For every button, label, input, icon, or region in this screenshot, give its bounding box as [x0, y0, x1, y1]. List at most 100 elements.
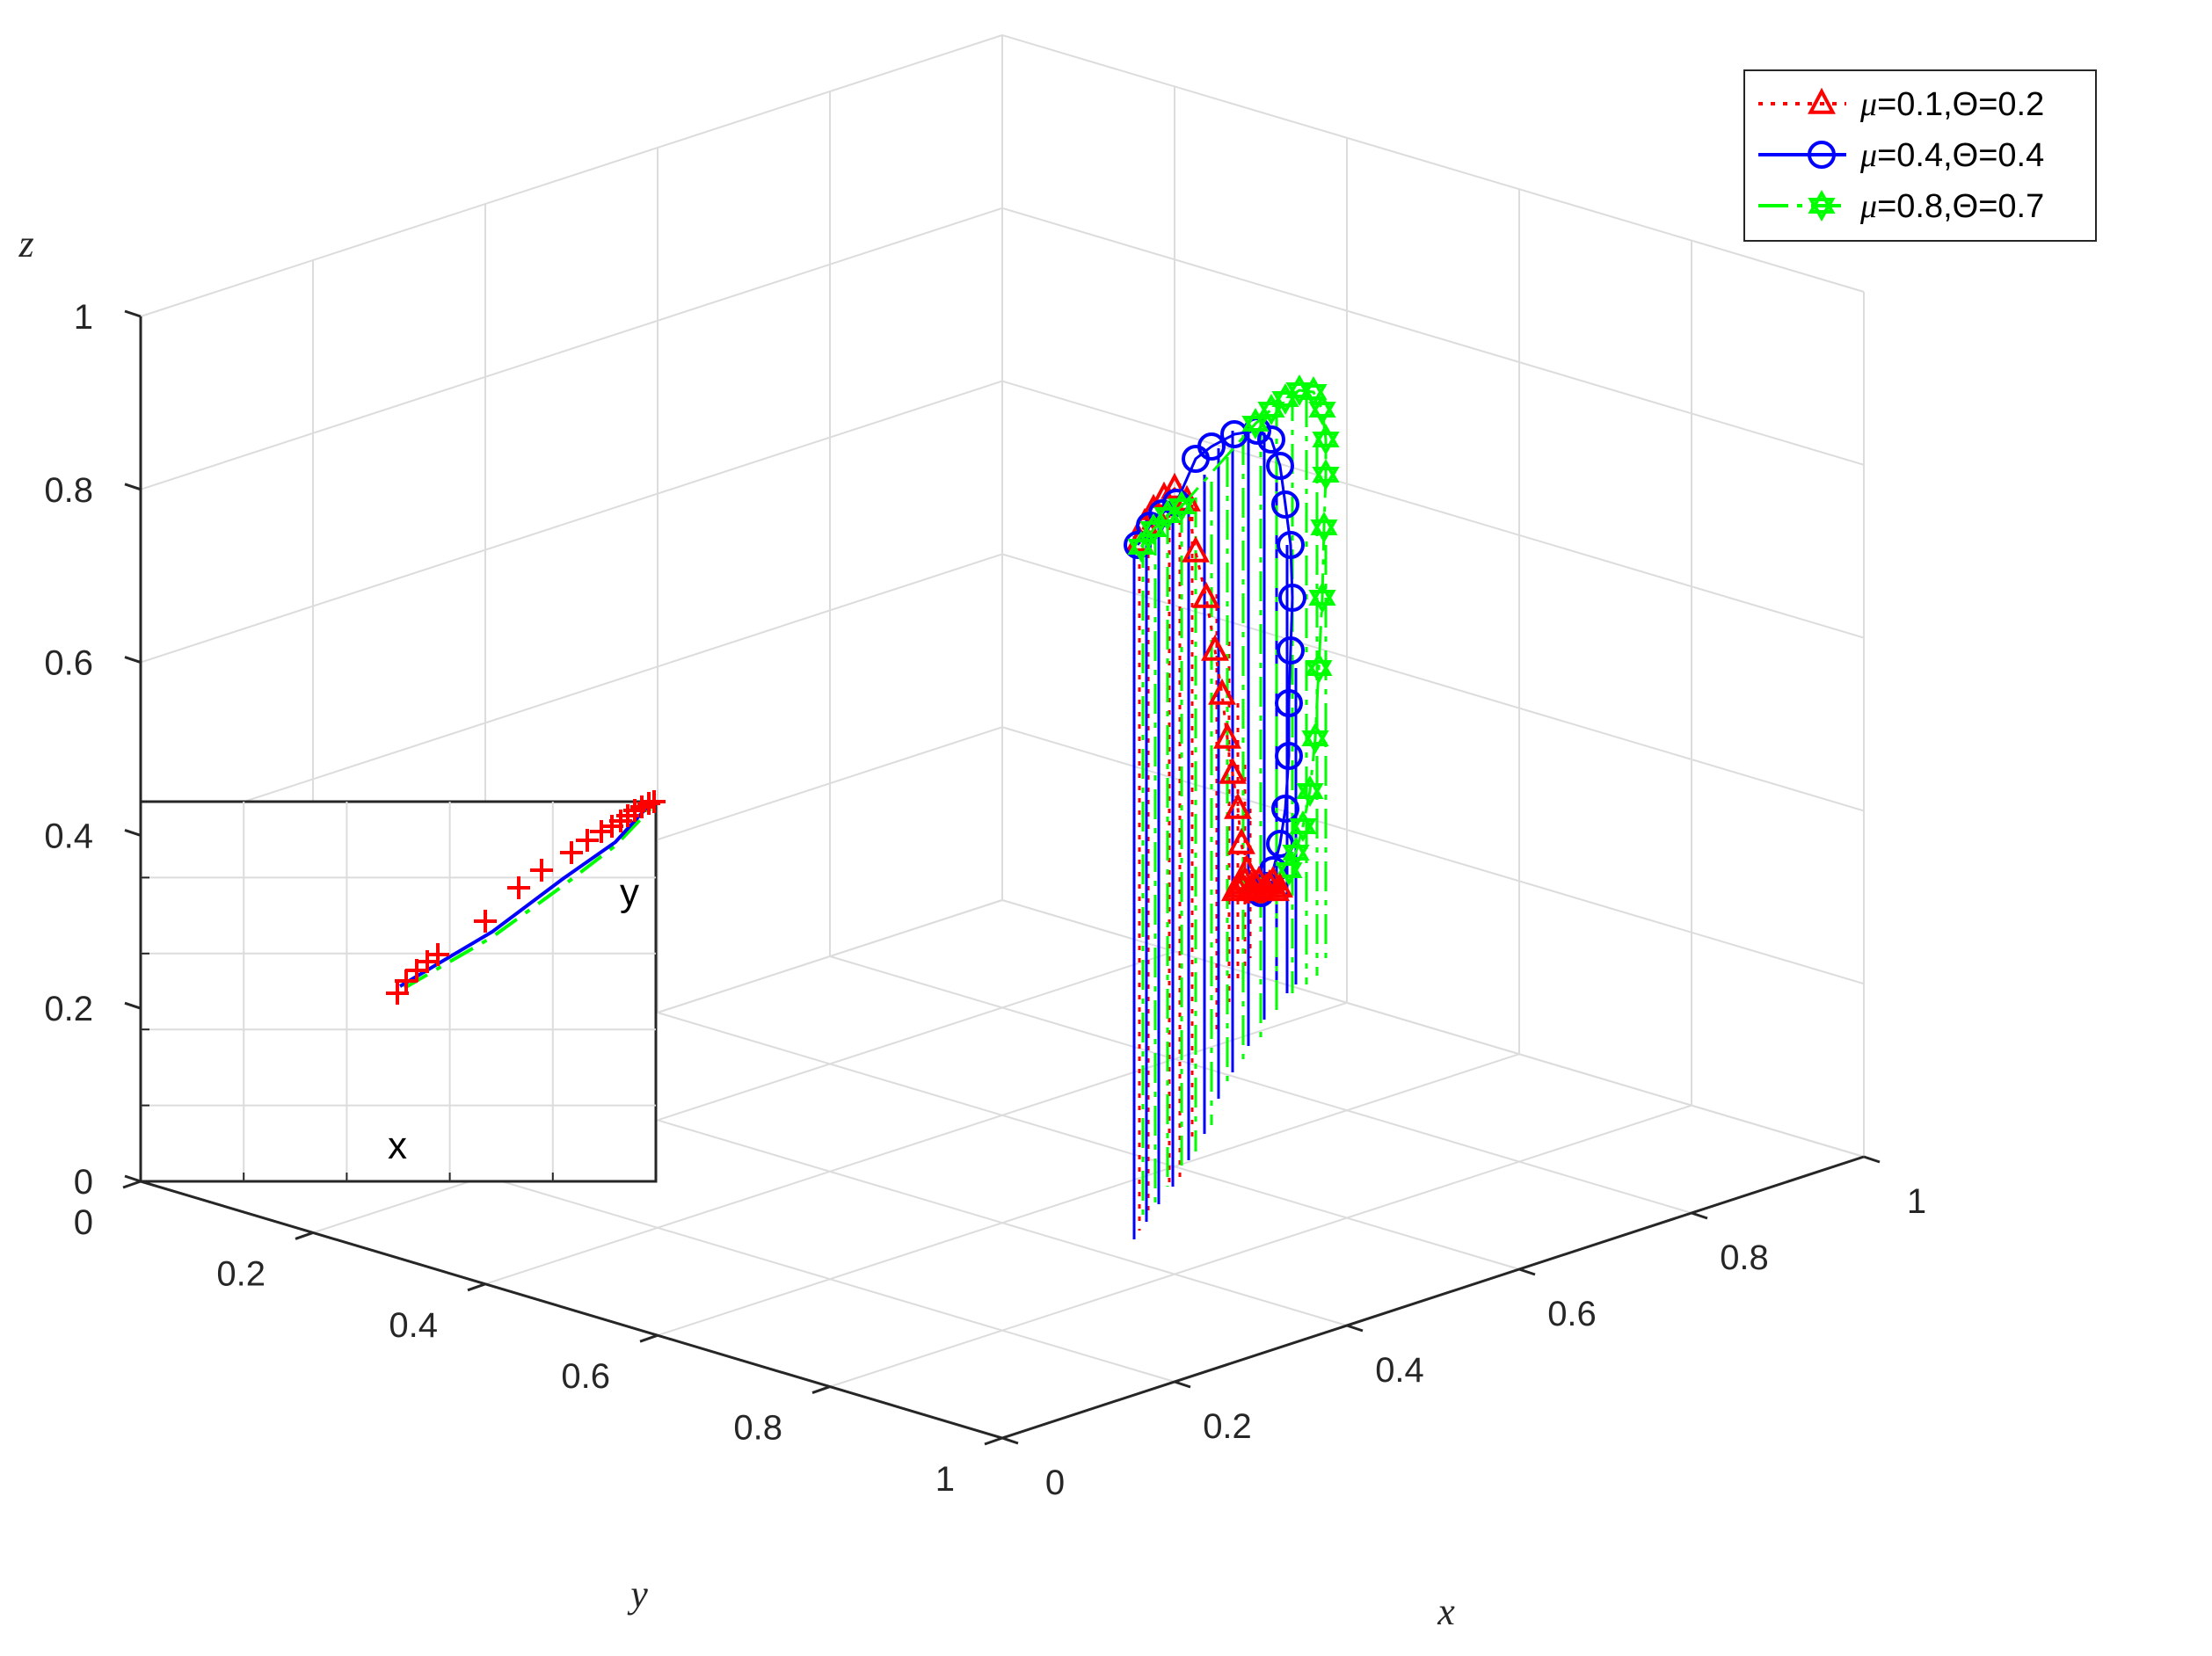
hexagram-up: [1312, 423, 1340, 447]
hexagram-down: [1312, 467, 1340, 491]
wallx-grid-z: [1001, 207, 1865, 466]
inset-plus-marker: [386, 982, 409, 1005]
marker-hexagram: [1808, 189, 1836, 222]
y-tick-mark: [984, 1436, 1003, 1446]
inset-plus-marker: [530, 859, 553, 882]
hexagram-up: [1301, 722, 1329, 746]
inset-x-label: x: [388, 1124, 407, 1167]
x-tick-mark: [1346, 1324, 1364, 1333]
wally-grid-z: [140, 380, 1003, 664]
hexagram-down: [1296, 783, 1324, 808]
marker-circle: [1278, 584, 1306, 612]
x-tick-label: 0: [1045, 1464, 1065, 1502]
hexagram-up: [1312, 458, 1340, 483]
y-tick-mark: [467, 1282, 486, 1292]
x-tick-mark: [1691, 1211, 1708, 1220]
hexagram-up: [1275, 853, 1303, 878]
wallx-grid-z: [1001, 553, 1865, 812]
legend: μ=0.1,Θ=0.2μ=0.4,Θ=0.4μ=0.8,Θ=0.7: [1743, 69, 2097, 242]
x-tick-label: 1: [1907, 1182, 1926, 1221]
hexagram-up: [1139, 512, 1168, 537]
hexagram-up: [1296, 774, 1324, 799]
wallx-grid-z: [1001, 380, 1865, 639]
legend-theta-value: =0.4: [1978, 137, 2044, 174]
z-tick-mark: [124, 656, 142, 665]
marker-triangle: [1213, 722, 1241, 749]
legend-mu: μ: [1859, 137, 1877, 174]
marker-triangle: [1208, 678, 1236, 705]
inset-plus-marker: [643, 790, 666, 813]
marker-hexagram: [1296, 774, 1324, 808]
x-tick-mark: [1174, 1380, 1191, 1389]
hexagram-down: [1257, 402, 1285, 426]
marker-triangle: [1227, 827, 1255, 854]
hexagram-up: [1168, 490, 1196, 514]
hexagram-up: [1241, 407, 1270, 432]
x-axis-label: x: [1437, 1590, 1455, 1633]
marker-hexagram: [1241, 407, 1270, 440]
series-3-curve: [1127, 374, 1340, 887]
marker-triangle: [1808, 87, 1836, 114]
hexagram-down: [1308, 590, 1336, 614]
z-axis-label: z: [18, 222, 33, 265]
grid-lines: [140, 34, 1865, 1439]
hexagram-up: [1808, 189, 1836, 214]
hexagram-up: [1308, 393, 1336, 418]
hexagram-down: [1168, 498, 1196, 523]
hexagram-down: [1808, 198, 1836, 222]
x-tick-mark: [1518, 1267, 1536, 1276]
hexagram-up: [1310, 511, 1338, 535]
z-tick-label: 0.2: [44, 990, 93, 1028]
inset-plus-marker: [576, 829, 599, 852]
marker-hexagram: [1308, 393, 1336, 426]
wallx-grid-z: [1001, 726, 1865, 985]
hexagram-down: [1308, 402, 1336, 426]
y-tick-label: 0: [74, 1203, 93, 1242]
y-tick-label: 0.6: [561, 1357, 610, 1396]
marker-triangle: [1219, 757, 1247, 784]
legend-entry-1: μ=0.1,Θ=0.2: [1859, 86, 2044, 123]
inset-green-line: [403, 805, 654, 990]
marker-triangle: [1224, 792, 1252, 819]
legend-theta: Θ: [1953, 137, 1979, 174]
z-tick-mark: [124, 1001, 142, 1010]
hexagram-down: [1299, 384, 1328, 409]
y-axis-label: y: [627, 1572, 648, 1616]
wallx-grid-z: [1001, 899, 1865, 1158]
wallx-grid-z: [1001, 34, 1865, 293]
x-axis-line: [1001, 1155, 1865, 1440]
y-tick-mark: [295, 1231, 314, 1240]
legend-theta: Θ: [1953, 86, 1979, 123]
z-tick-label: 0.8: [44, 471, 93, 510]
legend-mu-value: =0.8,: [1877, 188, 1953, 225]
x-tick-label: 0.4: [1375, 1351, 1424, 1390]
inset-plus-marker: [395, 970, 418, 992]
hexagram-down: [1241, 416, 1270, 440]
y-tick-label: 0.4: [389, 1306, 438, 1345]
marker-triangle: [1266, 872, 1294, 898]
legend-theta-value: =0.7: [1978, 188, 2044, 225]
legend-mu: μ: [1859, 188, 1877, 225]
hexagram-down: [1271, 391, 1299, 416]
marker-triangle: [1192, 581, 1220, 608]
legend-entry-3: μ=0.8,Θ=0.7: [1859, 188, 2044, 225]
hexagram-down: [1305, 660, 1333, 685]
y-tick-label: 0.2: [216, 1254, 266, 1293]
inset-plus-marker: [507, 876, 530, 899]
hexagram-down: [1289, 818, 1317, 843]
wally-grid-z: [140, 207, 1003, 490]
series-line: [1139, 389, 1328, 871]
marker-circle: [1271, 795, 1299, 823]
x-tick-label: 0.2: [1203, 1407, 1252, 1446]
hexagram-down: [1153, 507, 1182, 532]
z-tick-label: 0.4: [44, 817, 93, 855]
hexagram-up: [1299, 375, 1328, 400]
inset-blue-line: [398, 802, 652, 988]
hexagram-up: [1289, 810, 1317, 834]
y-tick-mark: [811, 1385, 831, 1395]
marker-hexagram: [1139, 512, 1168, 546]
marker-triangle: [1233, 853, 1261, 881]
marker-triangle: [1161, 472, 1189, 499]
marker-circle: [1275, 689, 1303, 717]
